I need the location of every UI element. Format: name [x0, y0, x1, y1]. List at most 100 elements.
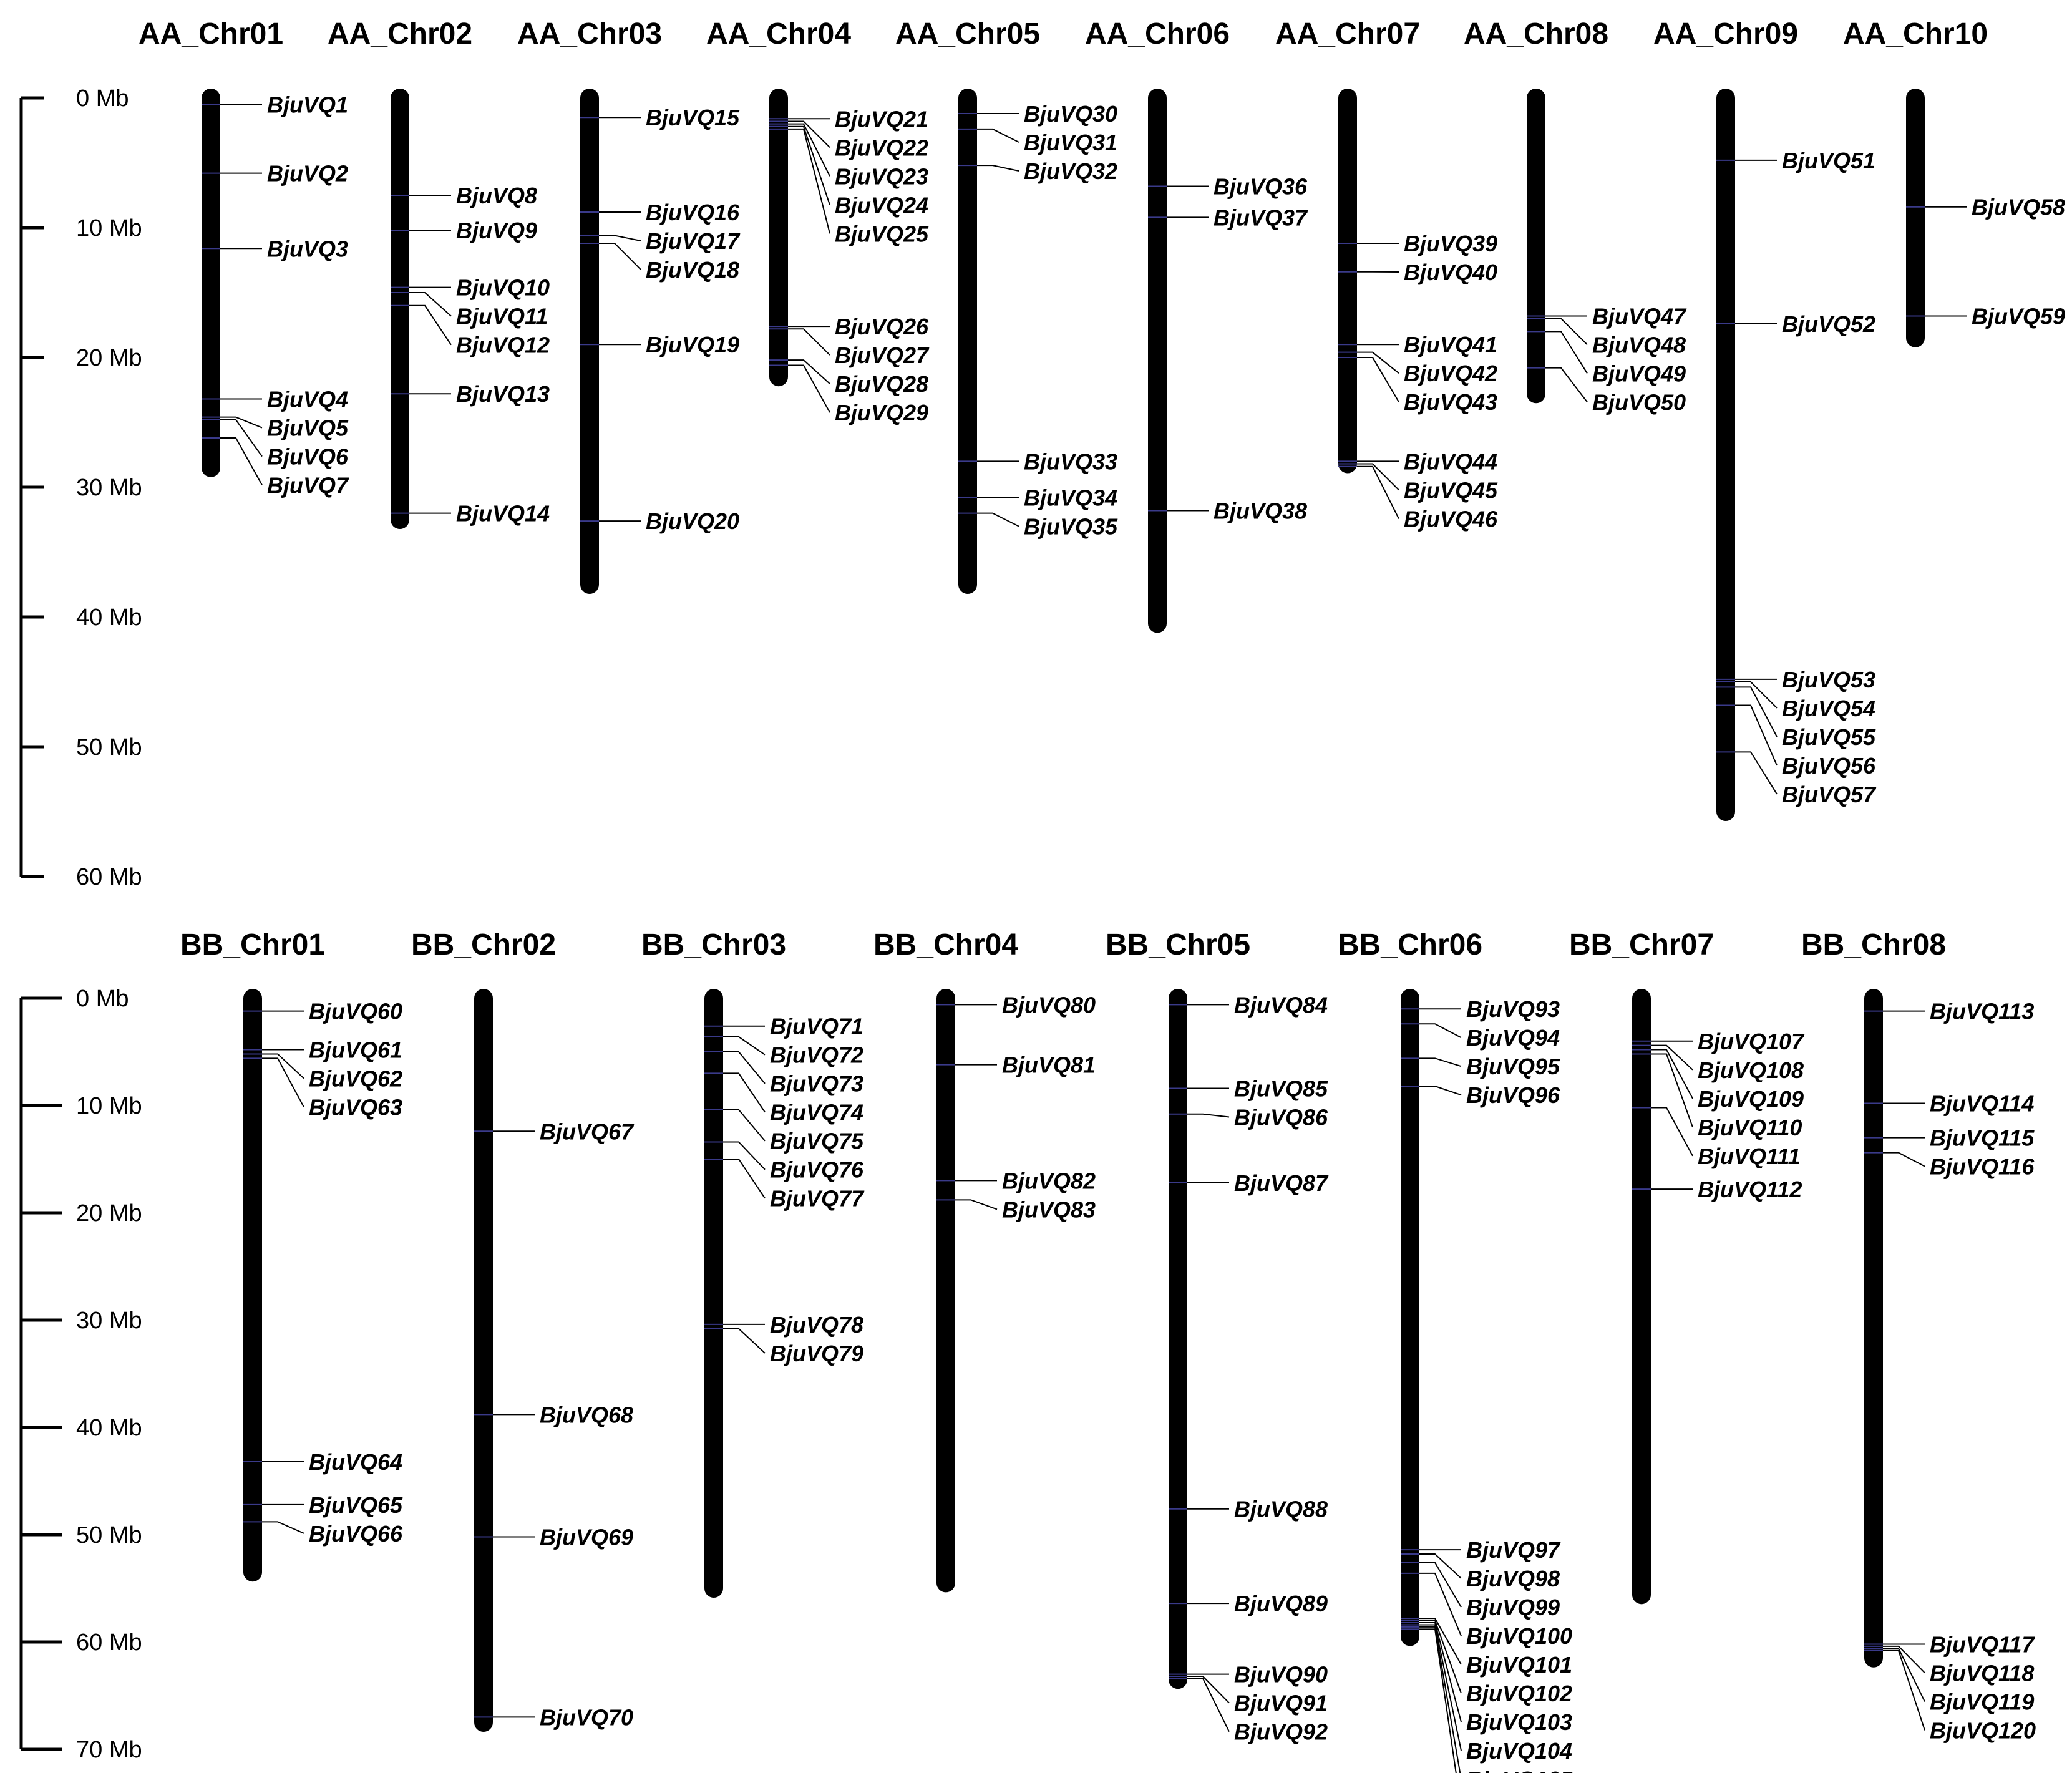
gene-marker: BjuVQ26: [769, 314, 929, 339]
gene-label: BjuVQ33: [1024, 449, 1117, 474]
gene-label: BjuVQ7: [267, 473, 349, 498]
gene-label: BjuVQ93: [1466, 996, 1560, 1022]
gene-label: BjuVQ88: [1234, 1497, 1328, 1522]
scale-tick-label: 70 Mb: [76, 1737, 142, 1763]
gene-label: BjuVQ77: [770, 1186, 865, 1212]
gene-marker: BjuVQ87: [1169, 1170, 1329, 1196]
gene-marker: BjuVQ22: [769, 120, 928, 160]
gene-marker: BjuVQ66: [243, 1521, 403, 1547]
chromosome-BB_Chr08: BB_Chr08 BjuVQ113 BjuVQ114 BjuVQ115 BjuVQ116…: [1801, 928, 2036, 1743]
gene-label: BjuVQ65: [309, 1492, 403, 1518]
gene-leader-line: [1651, 1049, 1693, 1099]
gene-label: BjuVQ80: [1002, 992, 1096, 1018]
gene-label: BjuVQ99: [1466, 1595, 1560, 1620]
gene-label: BjuVQ23: [835, 163, 928, 189]
gene-label: BjuVQ48: [1592, 332, 1686, 357]
gene-marker: BjuVQ115: [1864, 1125, 2035, 1151]
gene-label: BjuVQ26: [835, 314, 929, 339]
gene-leader-line: [1419, 1622, 1462, 1722]
gene-marker: BjuVQ38: [1148, 498, 1307, 523]
gene-label: BjuVQ47: [1592, 303, 1687, 329]
gene-leader-line: [1419, 1023, 1462, 1039]
gene-label: BjuVQ86: [1234, 1104, 1328, 1130]
gene-marker: BjuVQ20: [580, 508, 739, 534]
gene-marker: BjuVQ15: [580, 105, 740, 130]
chromosome-bar: [1527, 89, 1545, 404]
gene-leader-line: [723, 1072, 766, 1113]
gene-marker: BjuVQ98: [1401, 1553, 1560, 1591]
chromosome-AA_Chr09: AA_Chr09 BjuVQ51 BjuVQ52 BjuVQ53 BjuVQ54 BjuV…: [1653, 17, 1877, 821]
scale-tick-label: 0 Mb: [76, 85, 129, 112]
scale-tick-label: 40 Mb: [76, 1415, 142, 1441]
chromosome-bar: [1632, 989, 1651, 1605]
gene-label: BjuVQ94: [1466, 1025, 1560, 1051]
scale-tick-label: 10 Mb: [76, 215, 142, 241]
gene-marker: BjuVQ51: [1716, 148, 1875, 173]
chromosome-title: AA_Chr09: [1653, 17, 1798, 51]
gene-label: BjuVQ101: [1466, 1652, 1572, 1678]
gene-label: BjuVQ52: [1782, 311, 1875, 337]
gene-label: BjuVQ97: [1466, 1537, 1561, 1563]
gene-marker: BjuVQ63: [243, 1057, 402, 1120]
scale-tick-label: 40 Mb: [76, 605, 142, 631]
gene-label: BjuVQ4: [267, 387, 348, 412]
gene-leader-line: [1651, 1044, 1693, 1071]
gene-marker: BjuVQ34: [958, 485, 1117, 511]
panel-AA: 0 Mb 10 Mb 20 Mb 30 Mb 40 Mb 50 Mb 60 Mb AA_Chr…: [19, 17, 2065, 890]
gene-leader-line: [1419, 1553, 1462, 1579]
gene-leader-line: [1735, 704, 1778, 766]
gene-marker: BjuVQ73: [704, 1051, 863, 1097]
gene-marker: BjuVQ47: [1527, 303, 1687, 329]
gene-leader-line: [220, 437, 263, 486]
gene-label: BjuVQ105: [1466, 1767, 1573, 1773]
gene-label: BjuVQ114: [1930, 1091, 2034, 1117]
gene-marker: BjuVQ19: [580, 332, 739, 357]
chromosome-title: AA_Chr07: [1275, 17, 1420, 51]
gene-marker: BjuVQ52: [1716, 311, 1875, 337]
gene-leader-line: [723, 1328, 766, 1354]
gene-marker: BjuVQ14: [391, 501, 550, 527]
gene-marker: BjuVQ41: [1338, 332, 1497, 357]
gene-leader-line: [788, 359, 830, 384]
gene-label: BjuVQ71: [770, 1014, 863, 1039]
panel-BB: 0 Mb 10 Mb 20 Mb 30 Mb 40 Mb 50 Mb 60 Mb 70 Mb B…: [19, 928, 2036, 1773]
gene-label: BjuVQ16: [646, 200, 740, 225]
gene-label: BjuVQ87: [1234, 1170, 1329, 1196]
gene-label: BjuVQ3: [267, 236, 348, 261]
gene-marker: BjuVQ56: [1716, 704, 1876, 779]
scale-tick-label: 50 Mb: [76, 734, 142, 760]
chromosome-AA_Chr07: AA_Chr07 BjuVQ39 BjuVQ40 BjuVQ41 BjuVQ42 BjuV…: [1275, 17, 1498, 532]
gene-leader-line: [409, 292, 452, 317]
gene-leader-line: [955, 1199, 998, 1210]
chromosome-AA_Chr08: AA_Chr08 BjuVQ47 BjuVQ48 BjuVQ49 BjuVQ50: [1464, 17, 1687, 415]
gene-label: BjuVQ53: [1782, 667, 1875, 692]
gene-label: BjuVQ43: [1404, 389, 1497, 415]
chromosome-BB_Chr04: BB_Chr04 BjuVQ80 BjuVQ81 BjuVQ82 BjuVQ83: [873, 928, 1096, 1593]
chromosome-title: BB_Chr02: [411, 928, 556, 961]
gene-marker: BjuVQ57: [1716, 751, 1877, 807]
gene-marker: BjuVQ82: [936, 1168, 1096, 1193]
gene-marker: BjuVQ80: [936, 992, 1096, 1018]
gene-leader-line: [977, 165, 1019, 172]
gene-label: BjuVQ14: [456, 501, 550, 527]
gene-label: BjuVQ29: [835, 400, 928, 425]
gene-leader-line: [262, 1521, 304, 1534]
gene-marker: BjuVQ33: [958, 449, 1117, 474]
gene-marker: BjuVQ37: [1148, 205, 1308, 230]
gene-leader-line: [409, 304, 452, 346]
gene-marker: BjuVQ118: [1864, 1645, 2034, 1686]
gene-marker: BjuVQ17: [580, 228, 741, 254]
scale-tick-label: 30 Mb: [76, 1308, 142, 1334]
gene-label: BjuVQ28: [835, 371, 928, 397]
gene-label: BjuVQ68: [540, 1402, 633, 1427]
gene-label: BjuVQ100: [1466, 1623, 1572, 1649]
gene-marker: BjuVQ43: [1338, 357, 1497, 415]
gene-label: BjuVQ2: [267, 161, 348, 187]
gene-marker: BjuVQ59: [1906, 303, 2065, 329]
chromosome-title: BB_Chr04: [873, 928, 1018, 961]
scale-tick-label: 50 Mb: [76, 1522, 142, 1548]
gene-marker: BjuVQ58: [1906, 195, 2065, 220]
gene-leader-line: [723, 1159, 766, 1199]
gene-label: BjuVQ13: [456, 381, 550, 407]
gene-marker: BjuVQ70: [474, 1704, 633, 1730]
